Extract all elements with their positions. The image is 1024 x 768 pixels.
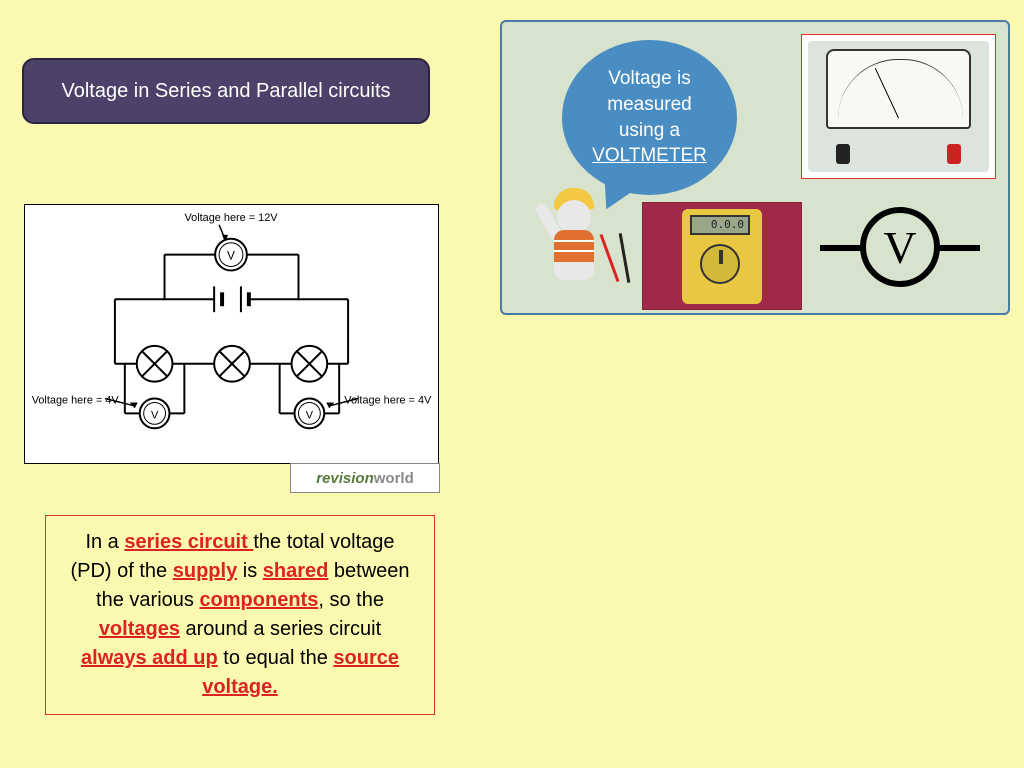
digital-multimeter-photo: 0.0.0	[642, 202, 802, 310]
bubble-keyword: VOLTMETER	[592, 143, 707, 169]
logo-part-b: world	[374, 470, 414, 487]
bubble-line2: measured	[607, 92, 692, 118]
voltmeter-circuit-symbol: V	[820, 205, 980, 295]
multimeter-reading: 0.0.0	[690, 215, 750, 235]
slide-title: Voltage in Series and Parallel circuits	[22, 58, 430, 124]
circuit-label-right: Voltage here = 4V	[344, 394, 432, 406]
analog-voltmeter-photo	[801, 34, 996, 179]
svg-text:V: V	[306, 409, 314, 421]
voltmeter-symbol-letter: V	[860, 207, 940, 287]
circuit-diagram: Voltage here = 12V V	[24, 204, 439, 464]
revisionworld-logo: revisionworld	[290, 463, 440, 493]
explanation-text: In a series circuit the total voltage (P…	[45, 515, 435, 715]
voltmeter-info-panel: Voltage is measured using a VOLTMETER 0.…	[500, 20, 1010, 315]
svg-text:V: V	[151, 409, 159, 421]
circuit-label-top: Voltage here = 12V	[184, 212, 278, 224]
bubble-line3: using a	[619, 118, 680, 144]
bubble-line1: Voltage is	[608, 66, 690, 92]
svg-text:V: V	[227, 249, 235, 263]
speech-bubble: Voltage is measured using a VOLTMETER	[562, 40, 737, 195]
slide-title-text: Voltage in Series and Parallel circuits	[61, 80, 390, 103]
logo-part-a: revision	[316, 470, 374, 487]
circuit-label-left: Voltage here = 4V	[32, 394, 120, 406]
